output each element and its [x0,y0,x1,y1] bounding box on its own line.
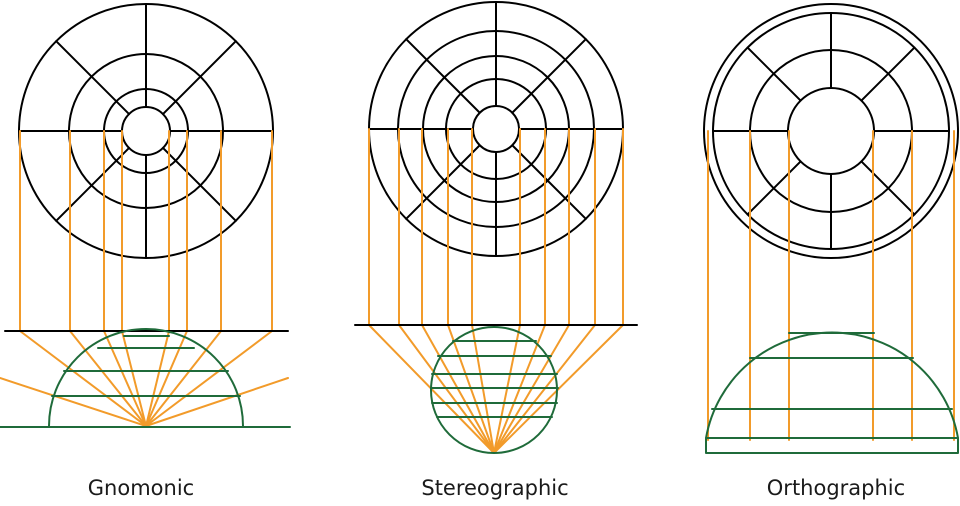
projection-ray [69,330,147,427]
stereographic-geometry [354,324,638,454]
grid-spoke [161,40,237,116]
gnomonic-label: Gnomonic [87,476,195,500]
projection-ray [145,330,222,427]
grid-spoke [55,40,131,116]
hemisphere [48,328,244,427]
grid-spoke [161,146,237,222]
horizon-ray [0,377,147,427]
projection-ray [145,330,170,427]
projection-ray [493,324,624,454]
gnomonic-rays [0,130,289,427]
grid-spoke [511,38,587,114]
projection-ray [19,330,147,427]
orthographic-label: Orthographic [766,476,906,500]
stereographic-label: Stereographic [421,476,569,500]
projection-ray [145,330,273,427]
grid-spoke [746,46,802,102]
orthographic-grid [703,3,959,259]
grid-spoke [405,144,481,220]
projection-ray [121,330,147,427]
grid-spoke [860,160,916,216]
grid-spoke [405,38,481,114]
horizon-ray [145,377,289,427]
stereographic-rays [368,128,624,454]
orthographic-rays [707,130,955,441]
grid-spoke [746,160,802,216]
grid-spoke [511,144,587,220]
grid-spoke [55,146,131,222]
grid-spoke [860,46,916,102]
projection-ray [103,330,147,427]
projection-ray [145,330,188,427]
sphere [430,326,558,454]
stereographic-grid [368,1,624,257]
orthographic-geometry [705,331,959,454]
gnomonic-grid [18,3,274,259]
gnomonic-geometry [0,328,291,428]
hemisphere [705,331,959,453]
grid-circle [703,3,959,259]
